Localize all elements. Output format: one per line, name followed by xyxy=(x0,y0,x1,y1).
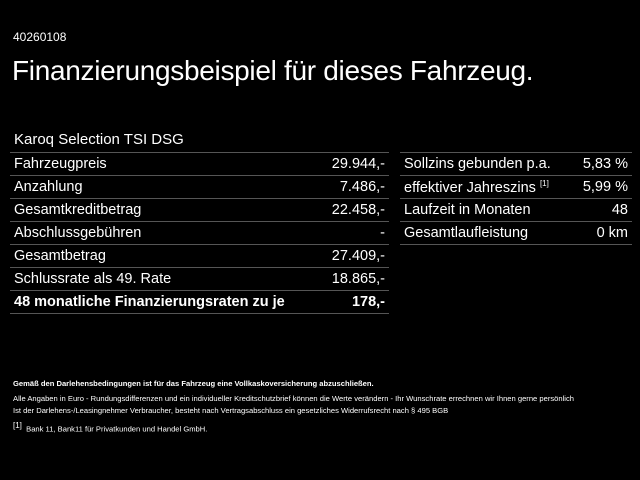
row-value: 29.944,- xyxy=(320,152,389,176)
row-label: 48 monatliche Finanzierungsraten zu je xyxy=(10,290,321,314)
table-row: Laufzeit in Monaten 48 xyxy=(400,198,632,222)
row-value: 5,99 % xyxy=(572,175,632,199)
table-row: effektiver Jahreszins [1] 5,99 % xyxy=(400,175,632,199)
financing-table: Fahrzeugpreis 29.944,- Anzahlung 7.486,- G… xyxy=(10,152,389,314)
row-label-cell: effektiver Jahreszins [1] xyxy=(400,175,573,199)
row-label: Gesamtkreditbetrag xyxy=(10,198,321,222)
row-value: 18.865,- xyxy=(320,267,389,291)
row-value: 7.486,- xyxy=(320,175,389,199)
row-label: Fahrzeugpreis xyxy=(10,152,321,176)
table-row: Gesamtlaufleistung 0 km xyxy=(400,221,632,245)
legal-notes: Gemäß den Darlehensbedingungen ist für d… xyxy=(13,378,574,436)
row-label: Gesamtlaufleistung xyxy=(400,221,573,245)
interest-table: Sollzins gebunden p.a. 5,83 % effektiver … xyxy=(400,152,632,245)
note-line: Ist der Darlehens-/Leasingnehmer Verbrau… xyxy=(13,406,449,415)
footnote-ref: [1] xyxy=(539,178,549,188)
row-value: 178,- xyxy=(320,290,389,314)
footnote: [1] Bank 11, Bank11 für Privatkunden und… xyxy=(13,420,574,436)
table-row: Abschlussgebühren - xyxy=(10,221,389,245)
row-value: - xyxy=(320,221,389,245)
footnote-mark: [1] xyxy=(13,420,22,430)
table-row: Fahrzeugpreis 29.944,- xyxy=(10,152,389,176)
table-row: Anzahlung 7.486,- xyxy=(10,175,389,199)
row-value: 48 xyxy=(572,198,632,222)
row-value: 22.458,- xyxy=(320,198,389,222)
table-row: Gesamtkreditbetrag 22.458,- xyxy=(10,198,389,222)
row-value: 27.409,- xyxy=(320,244,389,268)
page-title: Finanzierungsbeispiel für dieses Fahrzeu… xyxy=(12,55,534,86)
note-line: Alle Angaben in Euro - Rundungsdifferenz… xyxy=(13,393,575,403)
row-value: 5,83 % xyxy=(572,152,632,176)
monthly-rate-row: 48 monatliche Finanzierungsraten zu je 17… xyxy=(10,290,389,314)
row-value: 0 km xyxy=(572,221,632,245)
insurance-note: Gemäß den Darlehensbedingungen ist für d… xyxy=(13,379,374,388)
row-label: Sollzins gebunden p.a. xyxy=(400,152,573,176)
row-label: Anzahlung xyxy=(10,175,321,199)
offer-id: 40260108 xyxy=(13,30,67,44)
row-label: Schlussrate als 49. Rate xyxy=(10,267,321,291)
footnote-text: Bank 11, Bank11 für Privatkunden und Han… xyxy=(26,424,208,434)
row-label: effektiver Jahreszins xyxy=(404,179,536,196)
vehicle-model: Karoq Selection TSI DSG xyxy=(14,131,184,148)
table-row: Gesamtbetrag 27.409,- xyxy=(10,244,389,268)
row-label: Laufzeit in Monaten xyxy=(400,198,573,222)
table-row: Schlussrate als 49. Rate 18.865,- xyxy=(10,267,389,291)
table-row: Sollzins gebunden p.a. 5,83 % xyxy=(400,152,632,176)
row-label: Abschlussgebühren xyxy=(10,221,321,245)
row-label: Gesamtbetrag xyxy=(10,244,321,268)
